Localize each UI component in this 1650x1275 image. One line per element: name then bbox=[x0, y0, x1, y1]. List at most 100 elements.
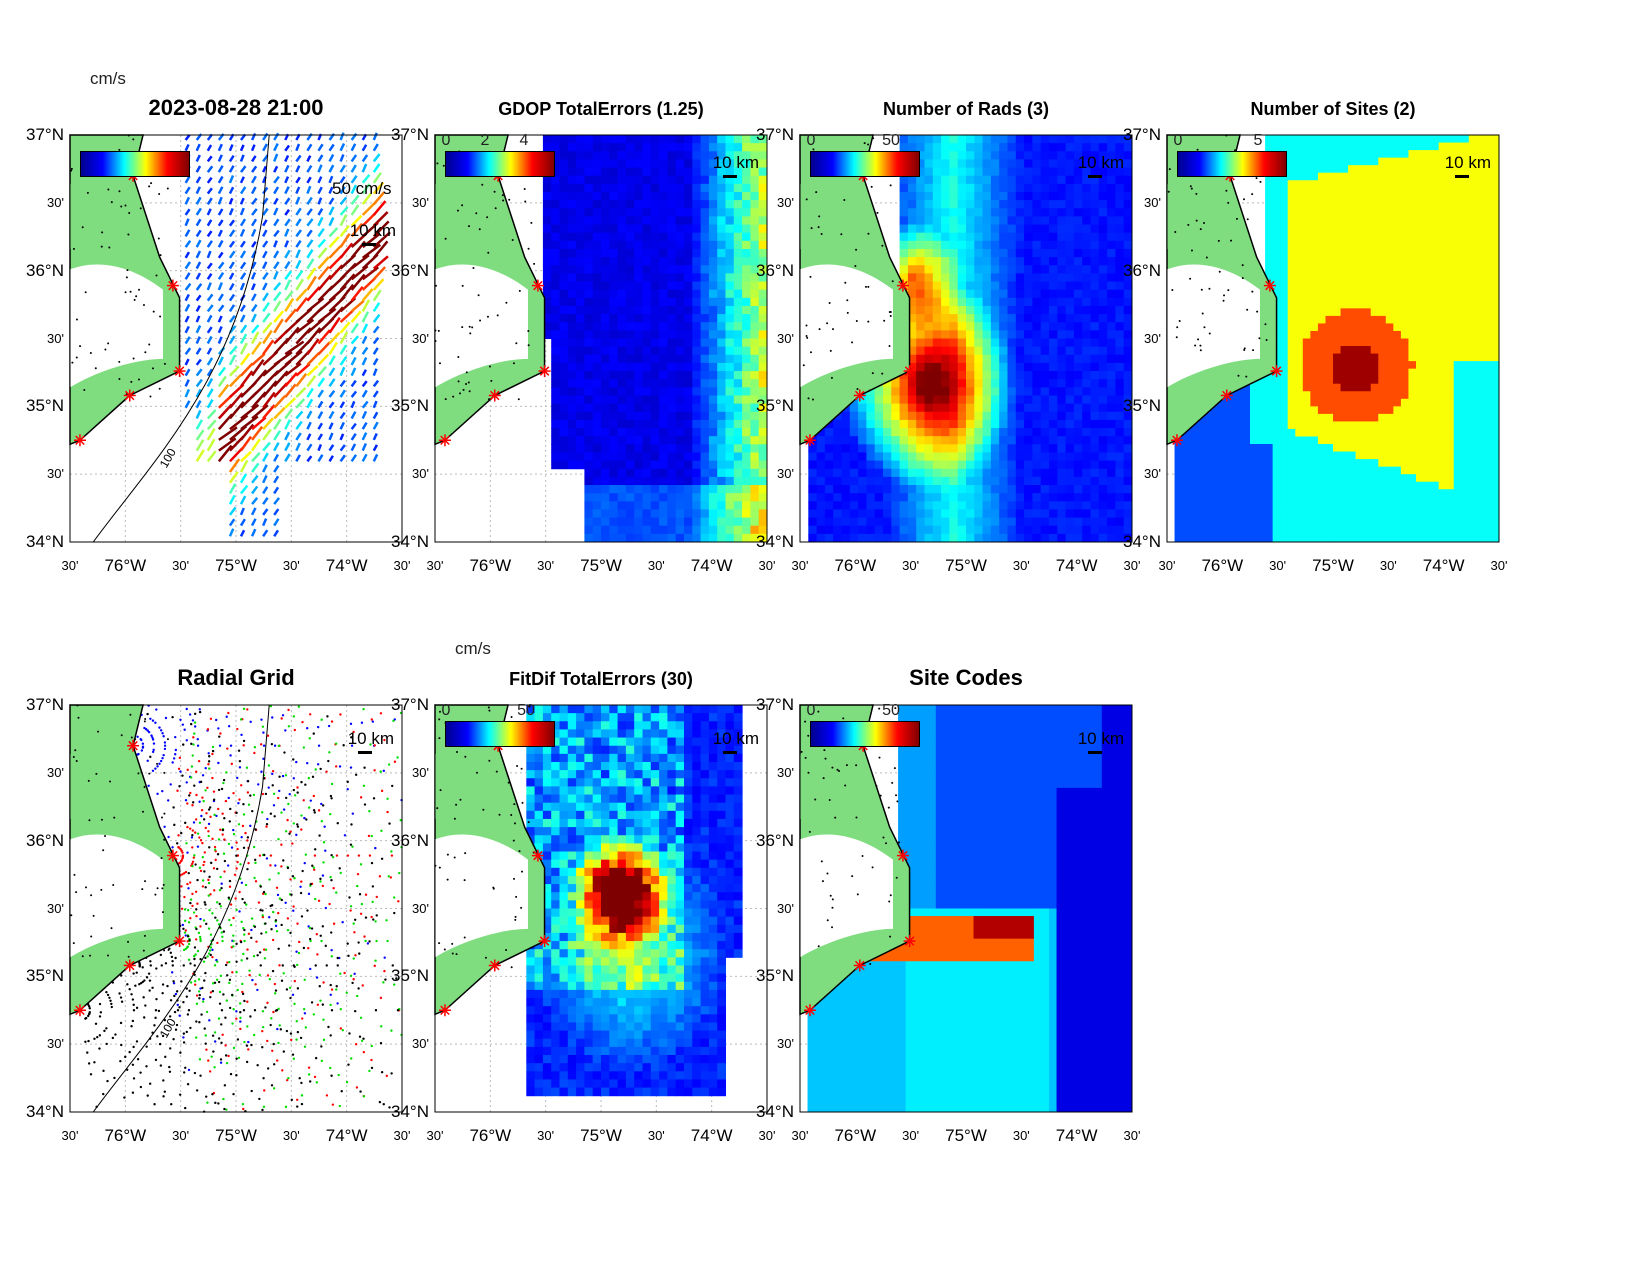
grid-cell bbox=[1325, 428, 1334, 437]
grid-cell bbox=[1363, 278, 1372, 287]
grid-cell bbox=[974, 485, 984, 494]
grid-cell bbox=[667, 330, 677, 339]
grid-cell bbox=[1065, 159, 1075, 169]
grid-cell bbox=[567, 183, 577, 193]
current-vector bbox=[328, 389, 336, 398]
grid-cell bbox=[1049, 322, 1058, 331]
grid-cell bbox=[733, 224, 743, 234]
grid-cell bbox=[1057, 216, 1067, 226]
grid-cell bbox=[1024, 257, 1033, 266]
panel-num-sites: Number of Sites (2) 37°N 30' 36°N 30' 35°N 30'… bbox=[1123, 99, 1507, 575]
grid-cell bbox=[675, 216, 685, 226]
grid-cell bbox=[990, 362, 1000, 372]
grid-cell bbox=[667, 436, 677, 445]
grid-cell bbox=[742, 297, 751, 307]
current-vector bbox=[284, 197, 291, 205]
grid-cell bbox=[1007, 362, 1017, 372]
current-vector bbox=[251, 165, 258, 173]
current-vector bbox=[206, 165, 214, 173]
grid-cell bbox=[1325, 202, 1334, 211]
grid-cell bbox=[1123, 281, 1133, 291]
grid-cell bbox=[625, 387, 635, 396]
grid-cell bbox=[957, 419, 967, 429]
grid-cell bbox=[816, 485, 826, 494]
grid-cell bbox=[1280, 210, 1289, 219]
current-vector bbox=[206, 409, 217, 420]
grid-cell bbox=[907, 191, 917, 201]
grid-cell bbox=[1400, 534, 1409, 543]
grid-cell bbox=[949, 485, 959, 494]
grid-cell bbox=[1073, 371, 1083, 380]
lat-tick-label: 30' bbox=[47, 466, 64, 482]
grid-cell bbox=[717, 501, 726, 510]
grid-cell bbox=[949, 224, 959, 234]
grid-cell bbox=[758, 175, 768, 185]
grid-cell bbox=[617, 362, 627, 372]
grid-cell bbox=[733, 460, 743, 470]
grid-cell bbox=[941, 460, 950, 470]
grid-cell bbox=[1040, 509, 1050, 519]
grid-cell bbox=[1174, 474, 1183, 483]
grid-cell bbox=[692, 135, 702, 144]
grid-cell bbox=[733, 167, 743, 177]
grid-cell bbox=[990, 428, 1000, 437]
grid-cell bbox=[675, 305, 685, 315]
grid-cell bbox=[617, 460, 627, 470]
grid-cell bbox=[990, 452, 1000, 462]
grid-cell bbox=[1302, 451, 1311, 460]
grid-cell bbox=[899, 517, 909, 527]
grid-cell bbox=[1123, 452, 1133, 462]
current-vector bbox=[228, 314, 236, 323]
grid-cell bbox=[932, 525, 942, 535]
grid-cell bbox=[1015, 314, 1025, 323]
grid-cell bbox=[1007, 460, 1017, 470]
grid-cell bbox=[1325, 444, 1334, 453]
grid-cell bbox=[941, 517, 950, 527]
grid-cell bbox=[1317, 526, 1326, 535]
grid-cell bbox=[1073, 265, 1083, 274]
grid-cell bbox=[966, 411, 975, 421]
grid-cell bbox=[1197, 451, 1206, 460]
grid-cell bbox=[1057, 314, 1067, 323]
grid-cell bbox=[684, 273, 693, 283]
lon-tick-label: 30' bbox=[1123, 558, 1141, 573]
grid-cell bbox=[717, 387, 726, 396]
current-vector bbox=[250, 313, 257, 323]
grid-cell bbox=[999, 411, 1008, 421]
grid-cell bbox=[1302, 368, 1311, 377]
grid-cell bbox=[634, 322, 643, 331]
grid-cell bbox=[1007, 379, 1017, 388]
grid-cell bbox=[584, 159, 594, 169]
grid-cell bbox=[1348, 444, 1357, 453]
grid-cell bbox=[990, 208, 1000, 217]
grid-cell bbox=[1355, 300, 1364, 309]
grid-cell bbox=[609, 362, 619, 372]
grid-cell bbox=[1234, 504, 1243, 513]
grid-cell bbox=[717, 395, 726, 405]
grid-cell bbox=[1073, 444, 1083, 453]
grid-cell bbox=[1212, 444, 1221, 453]
current-vector bbox=[350, 335, 360, 345]
grid-cell bbox=[1333, 195, 1342, 204]
grid-cell bbox=[1340, 459, 1349, 468]
current-vector bbox=[273, 197, 279, 205]
grid-cell bbox=[1250, 451, 1259, 460]
current-vector bbox=[262, 452, 269, 462]
panel-gdop: GDOP TotalErrors (1.25) 37°N 30' 36°N 30' 35°… bbox=[391, 99, 775, 575]
grid-cell bbox=[924, 289, 934, 299]
grid-cell bbox=[1287, 300, 1296, 309]
current-vector bbox=[262, 292, 269, 302]
current-vector bbox=[350, 367, 357, 377]
scale-label: 10 km bbox=[1077, 153, 1124, 172]
grid-cell bbox=[1257, 383, 1266, 392]
land bbox=[434, 134, 546, 446]
grid-cell bbox=[708, 501, 718, 510]
grid-cell bbox=[650, 354, 660, 364]
grid-cell bbox=[1115, 208, 1125, 217]
grid-cell bbox=[1098, 322, 1108, 331]
grid-cell bbox=[957, 371, 967, 380]
grid-cell bbox=[1295, 225, 1304, 234]
grid-cell bbox=[1325, 315, 1334, 324]
current-vector bbox=[295, 387, 307, 398]
grid-cell bbox=[932, 354, 942, 364]
